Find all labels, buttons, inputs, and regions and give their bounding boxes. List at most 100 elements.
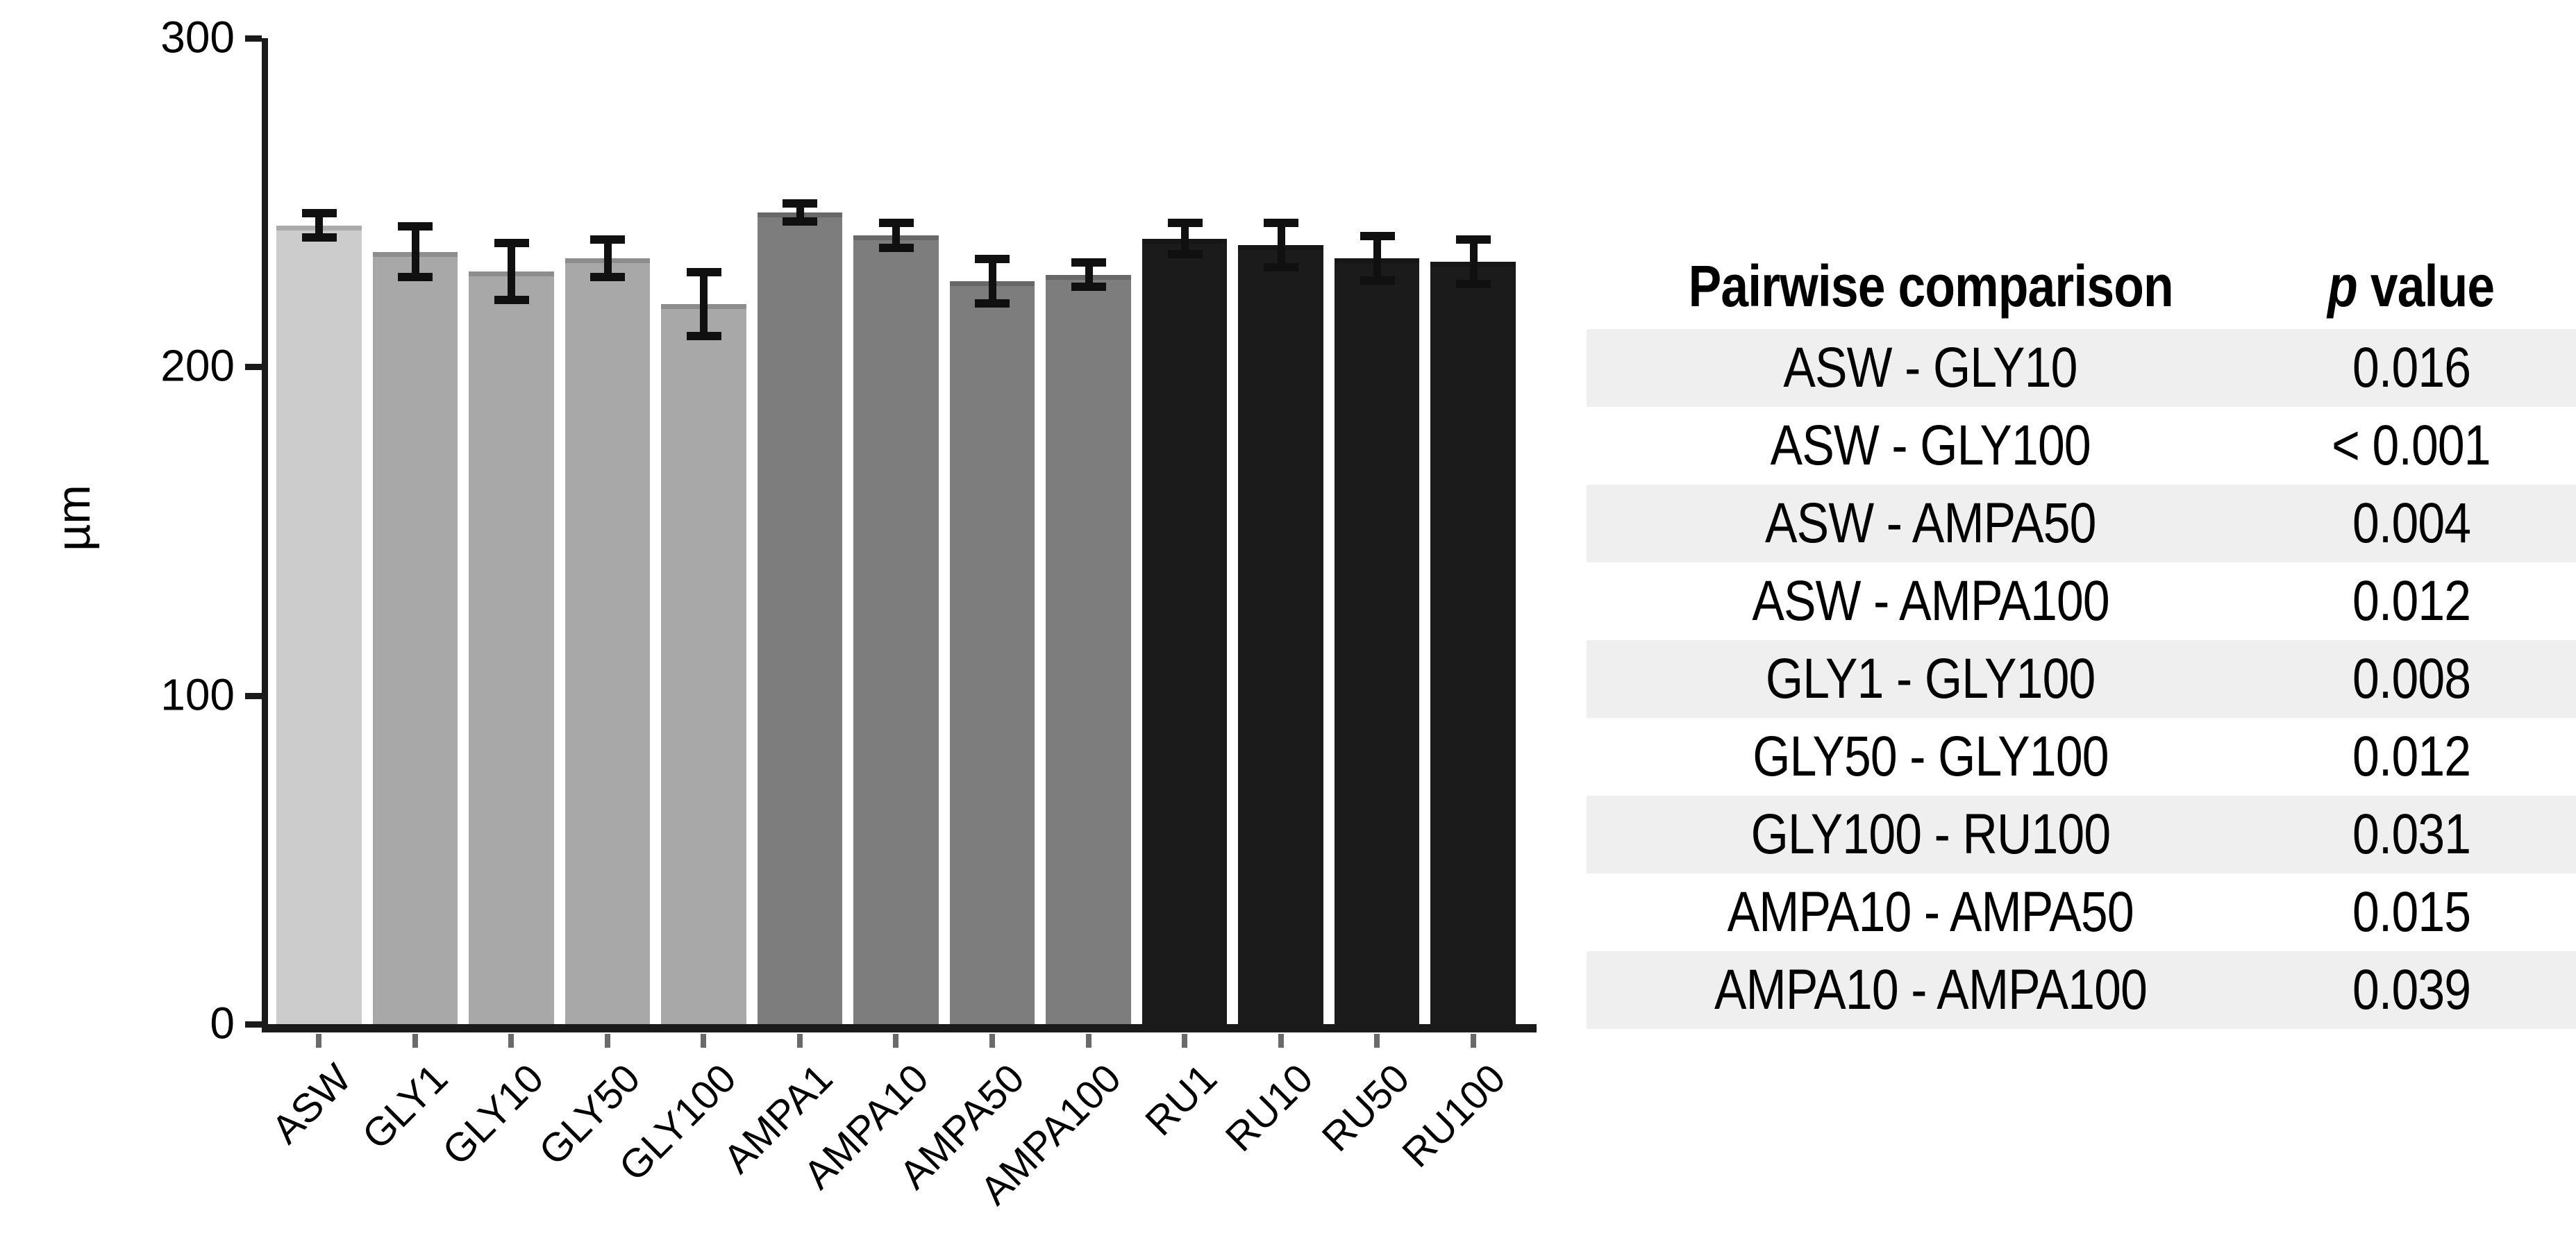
- bar: [757, 212, 843, 1024]
- error-bar: [603, 235, 612, 282]
- x-tick-label: RU100: [1394, 1055, 1514, 1176]
- y-tick-label: 200: [160, 341, 235, 392]
- bar-group: AMPA100: [971, 38, 1131, 1214]
- p-value-text: 0.012: [2352, 725, 2471, 788]
- p-value-cell: 0.012: [2274, 569, 2576, 634]
- x-tick: [412, 1034, 418, 1048]
- error-bar: [1085, 258, 1093, 292]
- bar-group: RU1: [1137, 38, 1228, 1144]
- p-value-text: 0.012: [2352, 569, 2471, 633]
- x-tick-label: ASW: [263, 1055, 360, 1153]
- y-tick: [245, 364, 262, 371]
- comparison-cell: GLY50 - GLY100: [1587, 724, 2274, 789]
- error-bar: [1469, 235, 1478, 288]
- x-tick-label: GLY10: [433, 1055, 553, 1174]
- p-value-cell: 0.016: [2274, 335, 2576, 401]
- error-bar: [411, 222, 419, 282]
- error-bar: [1373, 232, 1382, 285]
- bar-group: AMPA10: [795, 38, 939, 1198]
- error-bar: [508, 238, 516, 305]
- x-tick: [604, 1034, 610, 1048]
- table-row: ASW - AMPA50 0.004: [1587, 485, 2576, 562]
- x-tick: [989, 1034, 995, 1048]
- bar-group: AMPA50: [891, 38, 1035, 1198]
- x-tick-label: RU1: [1137, 1055, 1226, 1145]
- bar-group: RU10: [1217, 38, 1323, 1160]
- p-value-cell: 0.004: [2274, 491, 2576, 556]
- table-row: AMPA10 - AMPA50 0.015: [1587, 873, 2576, 951]
- bar-group: GLY100: [610, 38, 746, 1190]
- error-bar: [1277, 219, 1285, 272]
- comparison-cell: AMPA10 - AMPA50: [1587, 880, 2274, 945]
- bar: [661, 304, 746, 1024]
- comparison-text: ASW - AMPA50: [1764, 492, 2096, 555]
- y-tick: [245, 692, 262, 699]
- bar: [1334, 258, 1420, 1024]
- y-tick: [245, 35, 262, 42]
- bar: [276, 225, 362, 1024]
- plot-area: 300 200 100 0 ASW GLY1 GLY10 GLY50 GLY100 AMPA1 A…: [160, 15, 1537, 1214]
- table-row: ASW - AMPA100 0.012: [1587, 562, 2576, 640]
- x-tick: [893, 1034, 899, 1048]
- error-bar: [796, 199, 804, 226]
- comparison-cell: GLY100 - RU100: [1587, 802, 2274, 867]
- bar-group: GLY10: [434, 38, 554, 1174]
- p-value-text: < 0.001: [2332, 414, 2491, 477]
- comparison-cell: GLY1 - GLY100: [1587, 646, 2274, 712]
- p-value-text: 0.031: [2352, 803, 2471, 866]
- error-bar: [315, 209, 324, 242]
- y-tick-label: 100: [160, 669, 235, 720]
- p-value-cell: 0.008: [2274, 646, 2576, 712]
- y-axis-title: µm: [47, 485, 100, 551]
- table-row: ASW - GLY10 0.016: [1587, 329, 2576, 407]
- p-value-cell: 0.031: [2274, 802, 2576, 867]
- table-row: ASW - GLY100 < 0.001: [1587, 407, 2576, 485]
- x-tick: [1085, 1034, 1092, 1048]
- x-tick: [1374, 1034, 1380, 1048]
- bar-group: RU100: [1394, 38, 1516, 1176]
- bar-group: AMPA1: [714, 38, 843, 1182]
- comparison-cell: ASW - GLY100: [1587, 413, 2274, 478]
- table-row: GLY1 - GLY100 0.008: [1587, 640, 2576, 718]
- bar: [949, 281, 1035, 1024]
- table-row: GLY50 - GLY100 0.012: [1587, 718, 2576, 796]
- comparison-cell: ASW - AMPA100: [1587, 569, 2274, 634]
- p-value-cell: < 0.001: [2274, 413, 2576, 478]
- p-value-text: 0.008: [2352, 647, 2471, 710]
- bar: [1046, 274, 1131, 1024]
- comparison-text: ASW - GLY10: [1783, 336, 2078, 399]
- x-tick: [796, 1034, 803, 1048]
- comparison-text: GLY100 - RU100: [1750, 803, 2110, 866]
- comparison-text: AMPA10 - AMPA100: [1714, 958, 2148, 1021]
- comparison-cell: AMPA10 - AMPA100: [1587, 957, 2274, 1023]
- bar: [1238, 245, 1323, 1024]
- pairwise-table: Pairwise comparison p value ASW - GLY10 0…: [1587, 243, 2576, 1029]
- bar: [372, 251, 458, 1024]
- p-value-cell: 0.039: [2274, 957, 2576, 1023]
- bar: [853, 235, 939, 1024]
- table-body: ASW - GLY10 0.016 ASW - GLY100 < 0.001 ASW -…: [1587, 329, 2576, 1029]
- p-value-cell: 0.015: [2274, 880, 2576, 945]
- bars-container: ASW GLY1 GLY10 GLY50 GLY100 AMPA1 AMPA10 AMPA50…: [263, 38, 1537, 1214]
- x-tick: [1182, 1034, 1188, 1048]
- y-tick: [245, 1021, 262, 1028]
- comparison-cell: ASW - AMPA50: [1587, 491, 2274, 556]
- error-bar: [988, 255, 996, 308]
- y-tick-label: 300: [160, 12, 235, 62]
- comparison-text: GLY50 - GLY100: [1752, 725, 2109, 788]
- p-value-cell: 0.012: [2274, 724, 2576, 789]
- p-value-text: 0.039: [2352, 958, 2471, 1021]
- error-bar: [1181, 219, 1189, 259]
- x-tick: [1470, 1034, 1476, 1048]
- bar: [469, 271, 554, 1024]
- x-tick-label: RU10: [1216, 1055, 1322, 1160]
- comparison-text: ASW - GLY100: [1770, 414, 2091, 477]
- comparison-text: GLY1 - GLY100: [1765, 647, 2096, 710]
- p-value-header: p value: [2327, 253, 2495, 319]
- comparison-header: Pairwise comparison: [1688, 253, 2173, 319]
- p-value-text: 0.016: [2352, 336, 2471, 399]
- comparison-cell: ASW - GLY10: [1587, 335, 2274, 401]
- error-bar: [700, 268, 708, 341]
- x-tick: [1278, 1034, 1284, 1048]
